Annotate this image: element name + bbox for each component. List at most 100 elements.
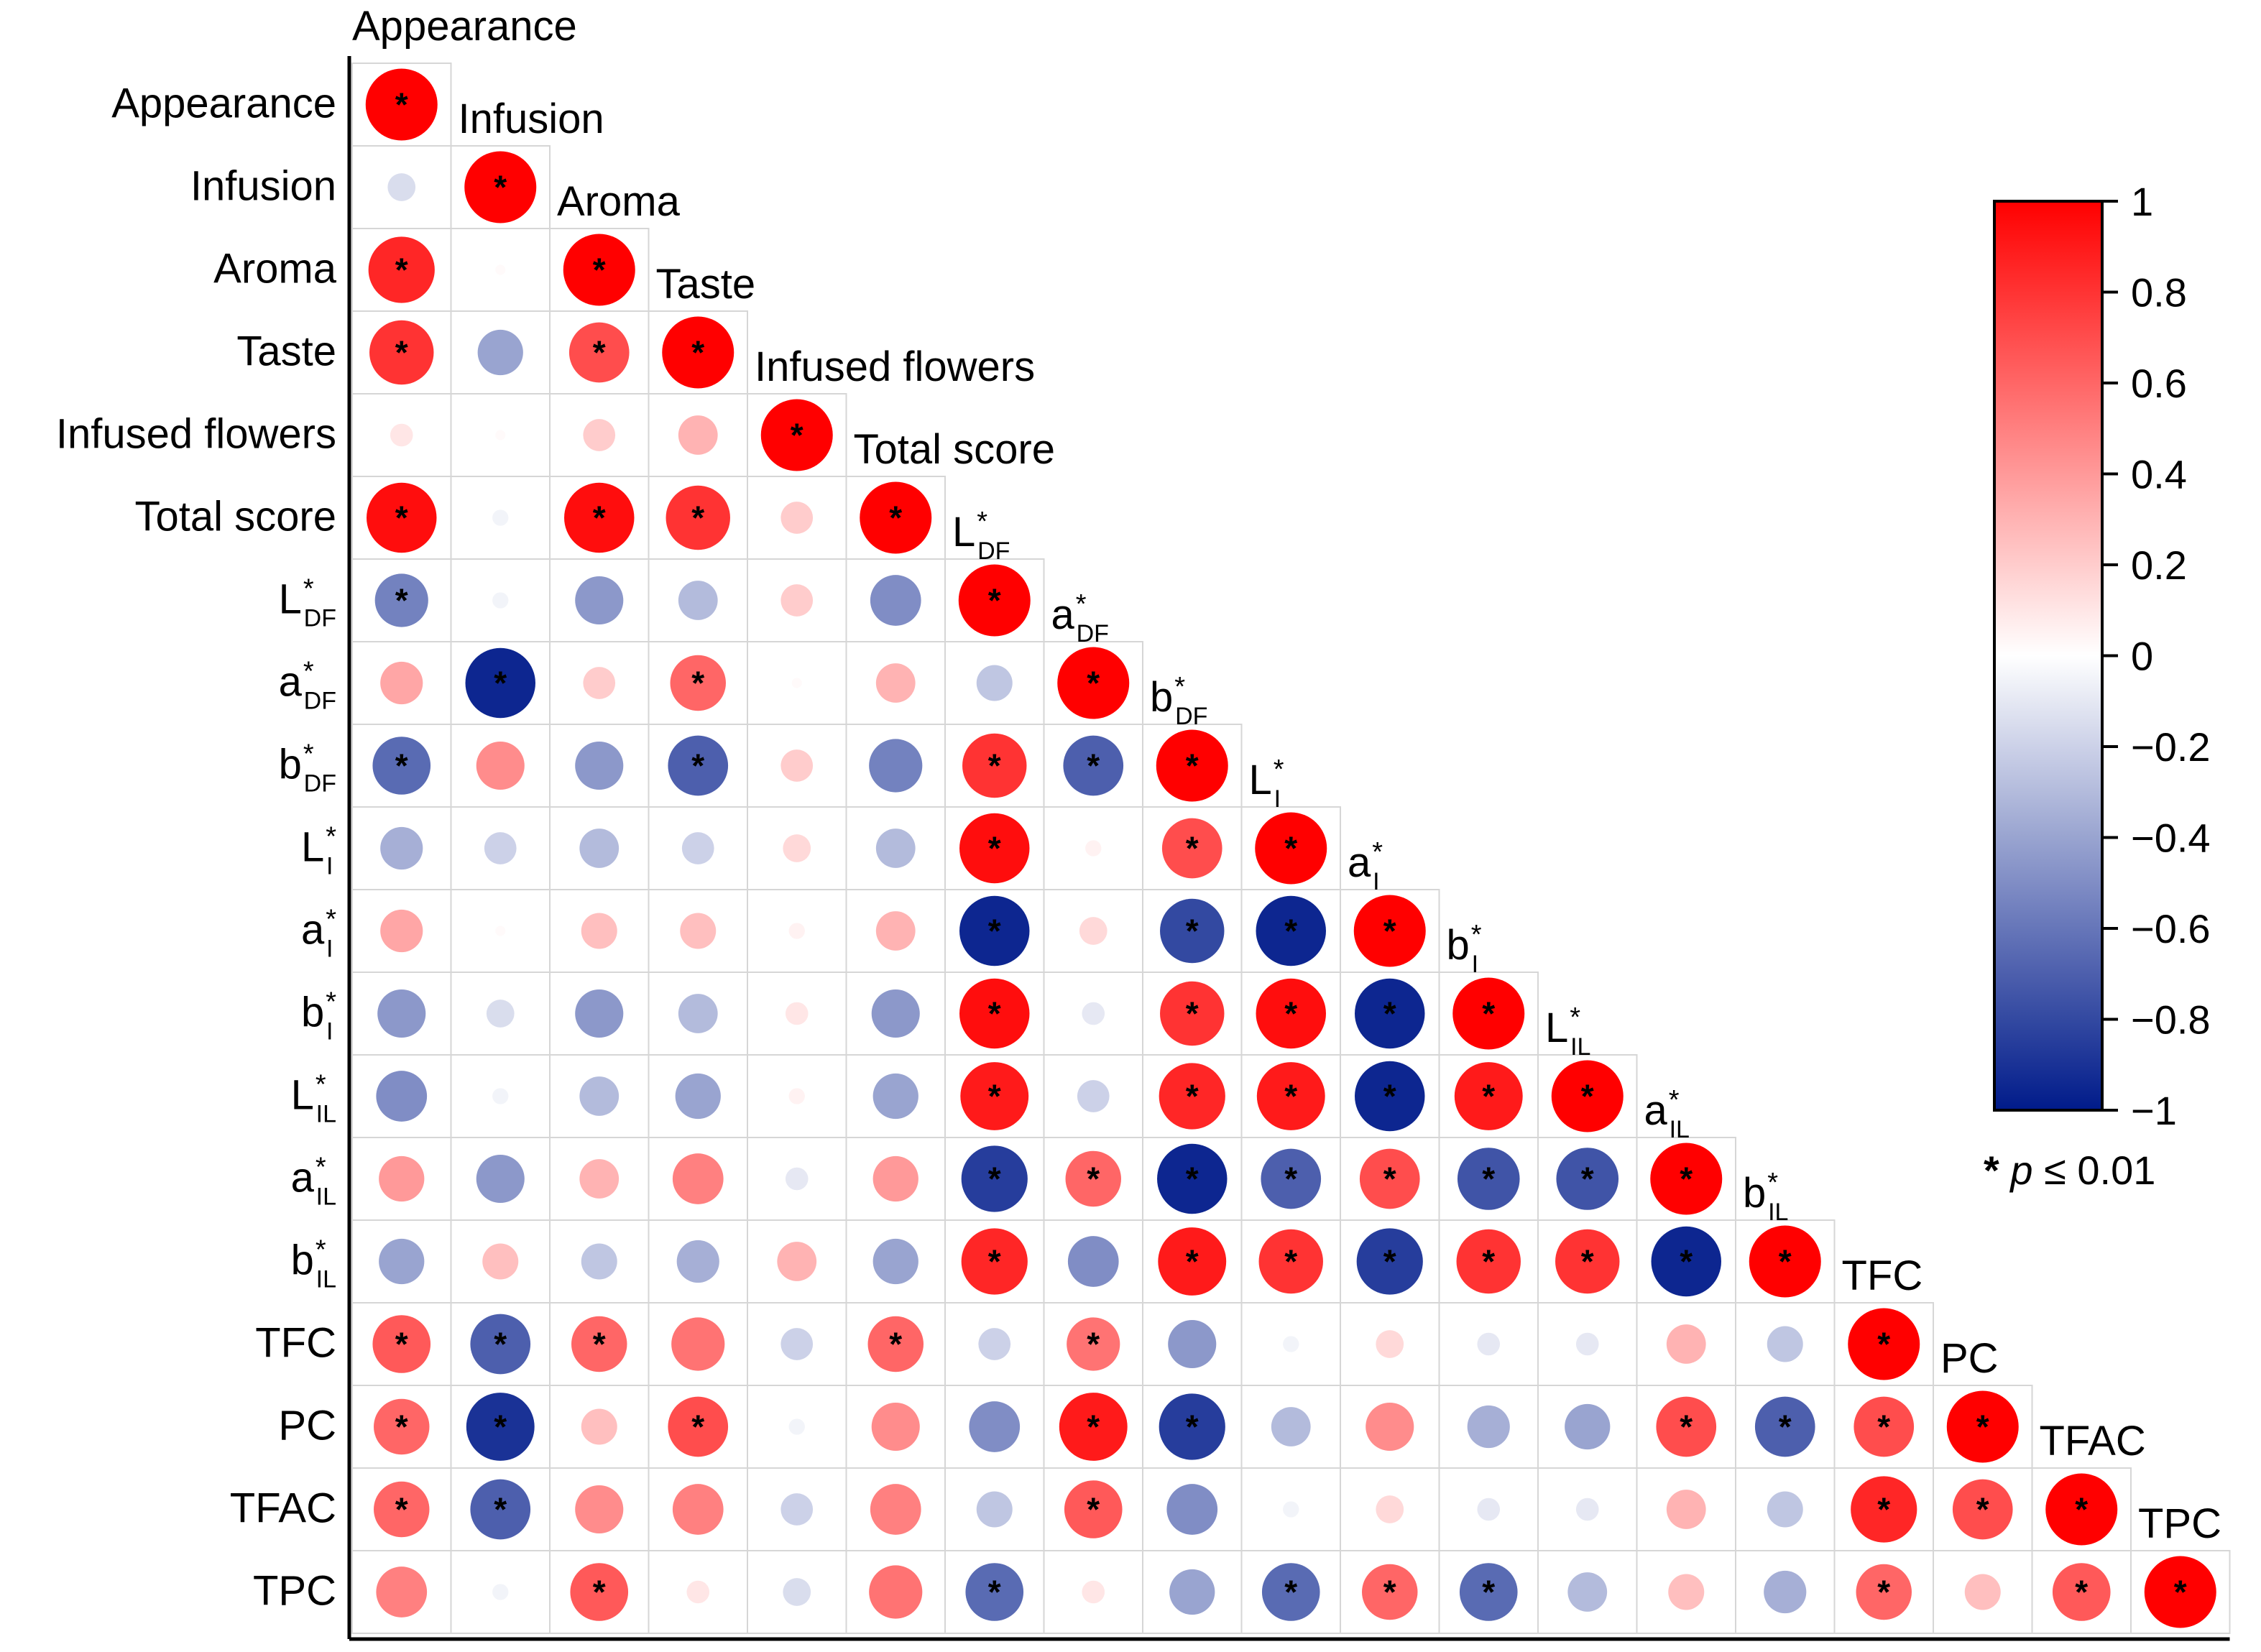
- corr-circle-tfc-vs-b-df: [1168, 1319, 1217, 1369]
- corr-circle-a-il-vs-infused-flowers: [785, 1167, 809, 1191]
- corr-circle-tpc-vs-tfac: [2052, 1563, 2111, 1621]
- diagonal-label-total-score: Total score: [854, 426, 1055, 473]
- significance-star: *: [1087, 747, 1100, 785]
- corr-circle-pc-vs-l-il: [1565, 1403, 1611, 1450]
- significance-star: *: [1877, 1574, 1890, 1611]
- significance-star: *: [988, 995, 1001, 1033]
- row-label-a-df: a* DF: [279, 657, 336, 715]
- corr-circle-total-score-vs-total-score: [860, 481, 932, 554]
- significance-star: *: [988, 1160, 1001, 1198]
- corr-circle-b-il-vs-b-i: [1456, 1229, 1521, 1294]
- corr-circle-tfac-vs-l-i: [1283, 1501, 1299, 1518]
- corr-circle-total-score-vs-infusion: [492, 509, 509, 526]
- color-legend: 1 0.8 0.6 0.4 0.2 0 −0.2 −0.4 −0.6 −0.8 −1 * p ≤ 0.…: [1984, 179, 2211, 1193]
- diagonal-label-b-df: b* DF: [1150, 672, 1207, 730]
- colorbar-tick-label: 0.2: [2131, 543, 2187, 588]
- significance-star: *: [691, 665, 704, 702]
- corr-circle-b-il-vs-infused-flowers: [777, 1242, 817, 1281]
- corr-circle-b-il-vs-a-df: [1067, 1236, 1119, 1287]
- corr-circle-tfac-vs-pc: [1952, 1479, 2013, 1540]
- corr-circle-pc-vs-l-i: [1271, 1407, 1311, 1446]
- significance-star: *: [1482, 995, 1495, 1033]
- significance-star: *: [1186, 830, 1199, 867]
- corr-circle-total-score-vs-appearance: [367, 482, 437, 553]
- significance-star: *: [593, 499, 606, 537]
- corr-circle-tfc-vs-a-i: [1376, 1330, 1404, 1358]
- significance-star: *: [1680, 1160, 1693, 1198]
- colorbar: [1993, 200, 2104, 1112]
- significance-star: *: [1186, 1408, 1199, 1446]
- corr-circle-a-il-vs-l-df: [961, 1145, 1028, 1212]
- significance-star: *: [2075, 1491, 2088, 1528]
- colorbar-tick-label: 0.6: [2131, 361, 2187, 406]
- significance-star: *: [1383, 995, 1396, 1033]
- significance-star: *: [988, 1574, 1001, 1611]
- significance-star: *: [395, 1491, 408, 1528]
- corr-circle-infused-flowers-vs-aroma: [583, 419, 616, 451]
- significance-star: *: [395, 1326, 408, 1363]
- corr-circle-tfc-vs-l-il: [1575, 1332, 1599, 1356]
- significance-star: *: [494, 1491, 507, 1528]
- significance-star: *: [1284, 1574, 1297, 1611]
- corr-circle-a-i-vs-taste: [680, 913, 717, 949]
- corr-circle-tpc-vs-aroma: [570, 1563, 629, 1621]
- corr-circle-total-score-vs-infused-flowers: [780, 502, 814, 534]
- corr-circle-a-il-vs-b-df: [1157, 1143, 1228, 1214]
- corr-circle-tfac-vs-infused-flowers: [780, 1493, 814, 1526]
- corr-circle-a-i-vs-appearance: [380, 909, 423, 953]
- corr-circle-tfc-vs-infused-flowers: [780, 1328, 814, 1360]
- corr-circle-b-i-vs-taste: [678, 994, 718, 1033]
- row-label-b-df: b* DF: [279, 739, 336, 798]
- corr-circle-b-i-vs-aroma: [575, 989, 624, 1038]
- corr-circle-a-il-vs-b-i: [1457, 1148, 1520, 1210]
- row-label-appearance: Appearance: [111, 80, 336, 127]
- corr-circle-l-i-vs-total-score: [875, 829, 916, 868]
- corr-circle-tpc-vs-b-df: [1169, 1569, 1215, 1615]
- diagonal-label-a-i: a* I: [1348, 837, 1383, 895]
- corr-circle-l-df-vs-l-df: [958, 564, 1031, 637]
- corr-circle-l-i-vs-b-df: [1161, 818, 1222, 879]
- corr-circle-l-il-vs-appearance: [376, 1071, 428, 1122]
- corr-circle-b-il-vs-aroma: [581, 1243, 617, 1280]
- corr-circle-l-il-vs-aroma: [579, 1076, 620, 1116]
- corr-circle-a-il-vs-a-df: [1065, 1150, 1121, 1207]
- corr-circle-l-il-vs-l-i: [1256, 1062, 1325, 1130]
- corr-circle-tpc-vs-a-il: [1668, 1574, 1705, 1610]
- corr-circle-b-i-vs-l-i: [1256, 978, 1326, 1049]
- corr-circle-l-il-vs-a-i: [1355, 1061, 1425, 1132]
- corr-circle-infused-flowers-vs-infused-flowers: [760, 399, 833, 471]
- significance-star: *: [494, 665, 507, 702]
- corr-circle-l-i-vs-infused-flowers: [783, 834, 811, 862]
- significance-star: *: [1581, 1160, 1594, 1198]
- corr-circle-tfac-vs-a-i: [1376, 1495, 1404, 1523]
- corr-circle-a-il-vs-total-score: [872, 1155, 918, 1202]
- corr-circle-b-df-vs-b-df: [1156, 729, 1228, 802]
- corr-circle-pc-vs-l-df: [969, 1401, 1021, 1452]
- grid: [351, 63, 2231, 1634]
- row-label-a-il: a* IL: [291, 1153, 336, 1211]
- corr-circle-b-df-vs-appearance: [372, 737, 431, 795]
- corr-circle-a-df-vs-l-df: [976, 665, 1013, 701]
- significance-star: *: [1877, 1326, 1890, 1363]
- corr-circle-tpc-vs-total-score: [869, 1565, 923, 1619]
- corr-circle-tfc-vs-infusion: [470, 1314, 531, 1375]
- row-label-b-il: b* IL: [291, 1235, 336, 1293]
- corr-circle-a-i-vs-l-df: [959, 895, 1030, 966]
- corr-circle-tfac-vs-b-df: [1166, 1484, 1218, 1535]
- diagonal-label-pc: PC: [1940, 1335, 1999, 1382]
- corr-circle-b-i-vs-infusion: [486, 1000, 515, 1028]
- row-label-a-i: a* I: [301, 905, 336, 963]
- significance-star: *: [1877, 1491, 1890, 1528]
- corr-circle-l-i-vs-a-df: [1085, 840, 1102, 857]
- corr-circle-infused-flowers-vs-taste: [678, 415, 718, 455]
- corr-circle-b-i-vs-b-df: [1160, 981, 1225, 1046]
- corr-circle-infused-flowers-vs-infusion: [495, 430, 506, 440]
- diagonal-label-l-il: L* IL: [1545, 1002, 1590, 1061]
- corr-circle-l-il-vs-b-df: [1159, 1063, 1225, 1130]
- corr-circle-a-i-vs-a-df: [1079, 917, 1108, 945]
- corr-circle-l-il-vs-l-il: [1551, 1060, 1624, 1132]
- significance-star: *: [1087, 1326, 1100, 1363]
- row-label-total-score: Total score: [135, 494, 336, 540]
- significance-star: *: [494, 1408, 507, 1446]
- colorbar-tick-label: 0: [2131, 634, 2153, 679]
